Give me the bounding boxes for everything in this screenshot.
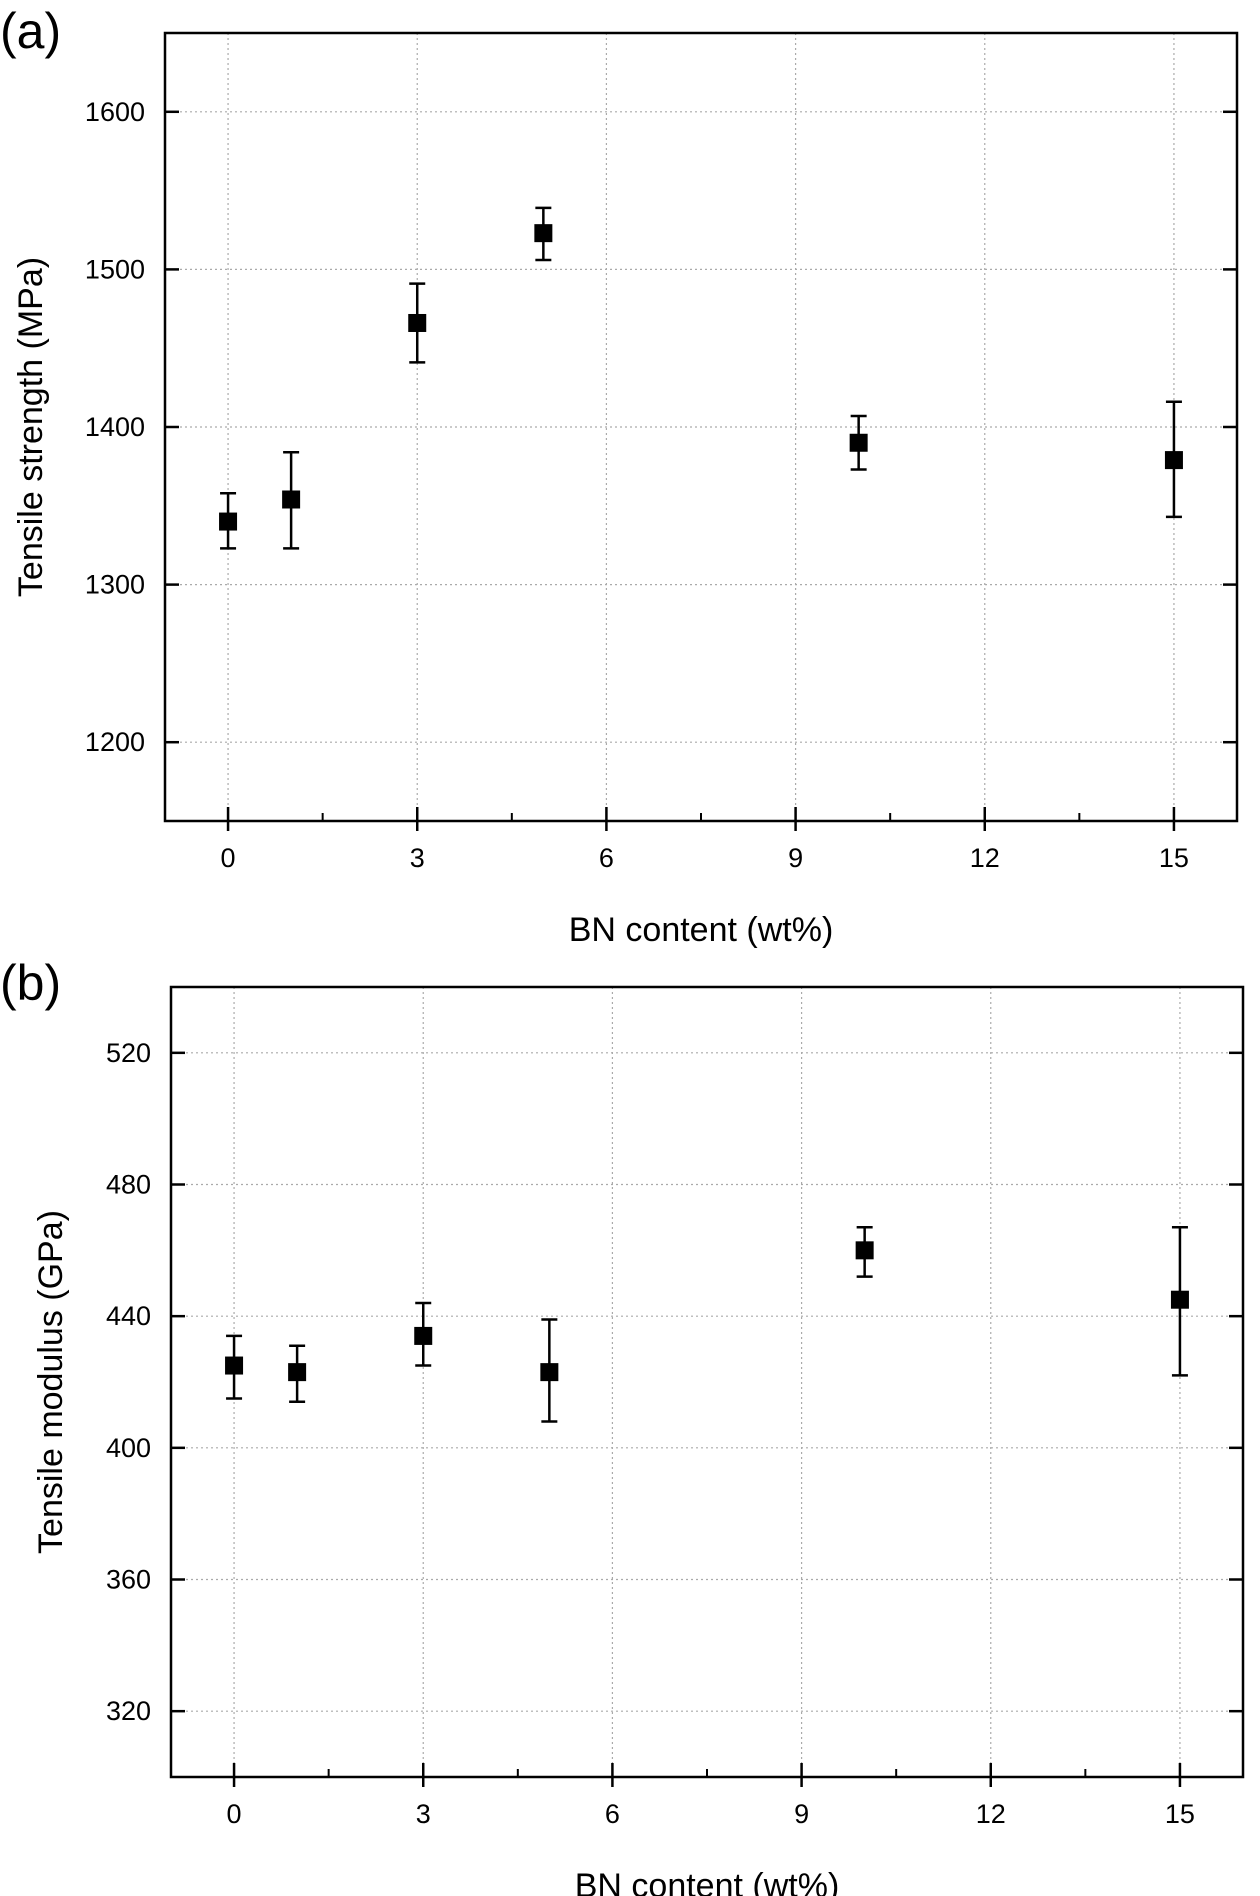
y-tick-label: 520 xyxy=(106,1038,151,1068)
y-axis-title: Tensile modulus (GPa) xyxy=(32,1210,70,1554)
y-axis-title: Tensile strength (MPa) xyxy=(12,257,50,597)
x-axis-title: BN content (wt%) xyxy=(569,911,834,949)
chart-panel-b: (b) 0 3 6 9 12 15 320 360 400 440 480 520 BN content … xyxy=(0,955,1245,1896)
x-axis-title: BN content (wt%) xyxy=(575,1867,840,1896)
y-tick-label: 1200 xyxy=(85,727,145,757)
x-tick-label: 15 xyxy=(1165,1799,1195,1829)
y-tick-label: 440 xyxy=(106,1301,151,1331)
x-tick-label: 12 xyxy=(970,843,1000,873)
y-tick-label: 1400 xyxy=(85,412,145,442)
x-tick-label: 15 xyxy=(1159,843,1189,873)
y-tick-label: 1300 xyxy=(85,570,145,600)
data-point xyxy=(288,1363,307,1382)
y-tick-label: 1600 xyxy=(85,97,145,127)
y-tick-label: 480 xyxy=(106,1170,151,1200)
data-point xyxy=(540,1363,559,1382)
x-tick-label: 3 xyxy=(410,843,425,873)
x-tick-label: 3 xyxy=(416,1799,431,1829)
chart-panel-a: (a) 0 3 6 9 12 15 1200 1300 1400 1500 1600 BN conten… xyxy=(0,3,1239,949)
plot-frame xyxy=(169,985,1245,1779)
panel-label: (b) xyxy=(0,955,61,1011)
x-tick-label: 9 xyxy=(788,843,803,873)
x-tick-label: 9 xyxy=(794,1799,809,1829)
data-point xyxy=(219,512,238,531)
x-tick-label: 0 xyxy=(221,843,236,873)
data-point xyxy=(849,433,868,452)
x-tick-label: 0 xyxy=(227,1799,242,1829)
y-tick-label: 1500 xyxy=(85,254,145,284)
data-point xyxy=(225,1356,244,1375)
x-tick-label: 6 xyxy=(605,1799,620,1829)
data-point xyxy=(1164,451,1183,470)
x-tick-label: 6 xyxy=(599,843,614,873)
data-point xyxy=(414,1326,433,1345)
data-point xyxy=(855,1241,874,1260)
y-tick-label: 360 xyxy=(106,1565,151,1595)
y-tick-label: 400 xyxy=(106,1433,151,1463)
y-tick-label: 320 xyxy=(106,1696,151,1726)
data-point xyxy=(282,490,301,509)
data-point xyxy=(408,313,427,332)
data-point xyxy=(534,224,553,243)
x-tick-label: 12 xyxy=(976,1799,1006,1829)
panel-label: (a) xyxy=(0,3,61,59)
data-point xyxy=(1170,1290,1189,1309)
